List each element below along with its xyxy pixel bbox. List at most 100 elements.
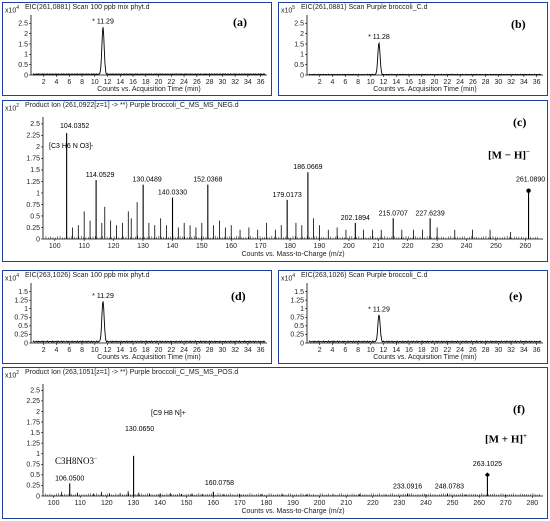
y-tick-label: 1.5 — [30, 430, 40, 437]
x-tick-label: 22 — [167, 347, 175, 354]
y-tick-label: 2 — [300, 31, 304, 38]
chart-c: 100 110 120 130 140 150 160 170 180 190 200 210 220 2… — [26, 117, 545, 250]
panel-c: x102 Product Ion (261,0922[z=1] -> **) P… — [2, 100, 548, 262]
chart-a: 2 4 6 8 10 12 14 16 18 20 22 24 26 28 30 32 34 3600.511.5… — [18, 15, 267, 86]
y-tick-label: 0.75 — [14, 315, 28, 322]
peak-label: 179.0173 — [273, 192, 302, 199]
x-tick-label: 20 — [155, 347, 163, 354]
peak-label: * 11.28 — [368, 34, 390, 41]
x-tick-label: 20 — [431, 79, 439, 86]
peak-label: * 11.29 — [368, 307, 390, 314]
ion-marker — [484, 472, 490, 478]
x-axis-label: Counts vs. Acquisition Time (min) — [373, 354, 477, 361]
y-tick-label: 1.5 — [18, 289, 28, 296]
peak-label: 202.1894 — [341, 215, 370, 222]
x-tick-label: 260 — [520, 243, 532, 250]
x-tick-label: 10 — [91, 347, 99, 354]
x-tick-label: 36 — [533, 79, 541, 86]
peak-label: 130.0489 — [133, 177, 162, 184]
panel-label: (f) — [513, 402, 525, 416]
y-tick-label: 1.25 — [14, 297, 28, 304]
x-tick-label: 34 — [244, 347, 252, 354]
x-tick-label: 6 — [343, 347, 347, 354]
x-tick-label: 32 — [507, 79, 515, 86]
peak-label: 114.0529 — [86, 172, 115, 179]
peak-label: 152.0368 — [193, 177, 222, 184]
x-tick-label: 190 — [287, 500, 299, 507]
peak-label: 263.1025 — [473, 461, 502, 468]
x-tick-label: 190 — [314, 243, 326, 250]
x-tick-label: 22 — [167, 79, 175, 86]
peak-label: 140.0330 — [158, 190, 187, 197]
chart-header: Product Ion (261,0922[z=1] -> **) Purple… — [25, 102, 239, 109]
y-tick-label: 0.5 — [294, 323, 304, 330]
fragment-formula: [C9 H8 N]+ — [151, 410, 186, 417]
fragment-formula: [C3 H6 N O3]- — [49, 143, 94, 150]
x-tick-label: 18 — [142, 79, 150, 86]
trace-line — [32, 301, 266, 344]
x-tick-label: 6 — [67, 347, 71, 354]
x-tick-label: 2 — [318, 347, 322, 354]
y-tick-label: 2.5 — [30, 388, 40, 395]
x-tick-label: 36 — [257, 347, 265, 354]
formula-label: C3H8NO3− — [55, 456, 98, 466]
y-tick-label: 1.25 — [26, 440, 40, 447]
y-tick-label: 1.5 — [30, 167, 40, 174]
x-tick-label: 8 — [80, 347, 84, 354]
y-tick-label: 0 — [36, 493, 40, 500]
y-scale-label: x104 — [5, 273, 20, 283]
y-scale-label: x105 — [281, 5, 296, 15]
x-tick-label: 180 — [261, 500, 273, 507]
x-tick-label: 200 — [314, 500, 326, 507]
y-tick-label: 2.25 — [26, 133, 40, 140]
x-tick-label: 220 — [402, 243, 414, 250]
x-tick-label: 20 — [431, 347, 439, 354]
x-tick-label: 34 — [520, 347, 528, 354]
x-tick-label: 120 — [101, 500, 113, 507]
y-tick-label: 2 — [36, 409, 40, 416]
peak-label: 160.0758 — [205, 480, 234, 487]
x-tick-label: 120 — [108, 243, 120, 250]
x-tick-label: 26 — [193, 79, 201, 86]
x-tick-label: 10 — [367, 79, 375, 86]
x-tick-label: 240 — [461, 243, 473, 250]
x-tick-label: 210 — [340, 500, 352, 507]
x-tick-label: 160 — [207, 500, 219, 507]
y-tick-label: 0.5 — [18, 323, 28, 330]
x-tick-label: 28 — [206, 79, 214, 86]
x-tick-label: 22 — [443, 347, 451, 354]
x-axis-label: Counts vs. Mass-to-Charge (m/z) — [241, 508, 345, 515]
y-tick-label: 0.75 — [26, 202, 40, 209]
y-tick-label: 2.25 — [26, 398, 40, 405]
peak-label: * 11.29 — [92, 18, 114, 25]
x-tick-label: 10 — [367, 347, 375, 354]
y-tick-label: 0.75 — [290, 315, 304, 322]
x-tick-label: 250 — [490, 243, 502, 250]
chart-e: 2 4 6 8 10 12 14 16 18 20 22 24 26 28 30 32 34 3600.250.5… — [290, 283, 543, 354]
y-tick-label: 1 — [24, 52, 28, 59]
y-tick-label: 0.25 — [290, 332, 304, 339]
x-tick-label: 14 — [392, 347, 400, 354]
y-tick-label: 1 — [36, 190, 40, 197]
chart-header: EIC(261,0881) Scan 100 ppb mix phyt.d — [25, 4, 150, 11]
x-tick-label: 6 — [343, 79, 347, 86]
x-tick-label: 240 — [420, 500, 432, 507]
y-tick-label: 1 — [300, 306, 304, 313]
x-tick-label: 12 — [104, 347, 112, 354]
x-tick-label: 18 — [418, 79, 426, 86]
x-tick-label: 36 — [533, 347, 541, 354]
x-tick-label: 14 — [116, 347, 124, 354]
panel-label: (d) — [231, 289, 246, 303]
y-tick-label: 1.5 — [294, 289, 304, 296]
panel-b: x105 EIC(261,0881) Scan Purple broccoli_… — [278, 2, 548, 96]
x-tick-label: 110 — [75, 500, 86, 507]
x-tick-label: 12 — [380, 79, 388, 86]
y-tick-label: 1.75 — [26, 156, 40, 163]
y-tick-label: 0.5 — [294, 62, 304, 69]
x-tick-label: 20 — [155, 79, 163, 86]
x-tick-label: 30 — [494, 347, 502, 354]
peak-label: 186.0669 — [293, 164, 322, 171]
x-tick-label: 230 — [431, 243, 443, 250]
x-tick-label: 2 — [42, 347, 46, 354]
x-tick-label: 32 — [231, 347, 239, 354]
